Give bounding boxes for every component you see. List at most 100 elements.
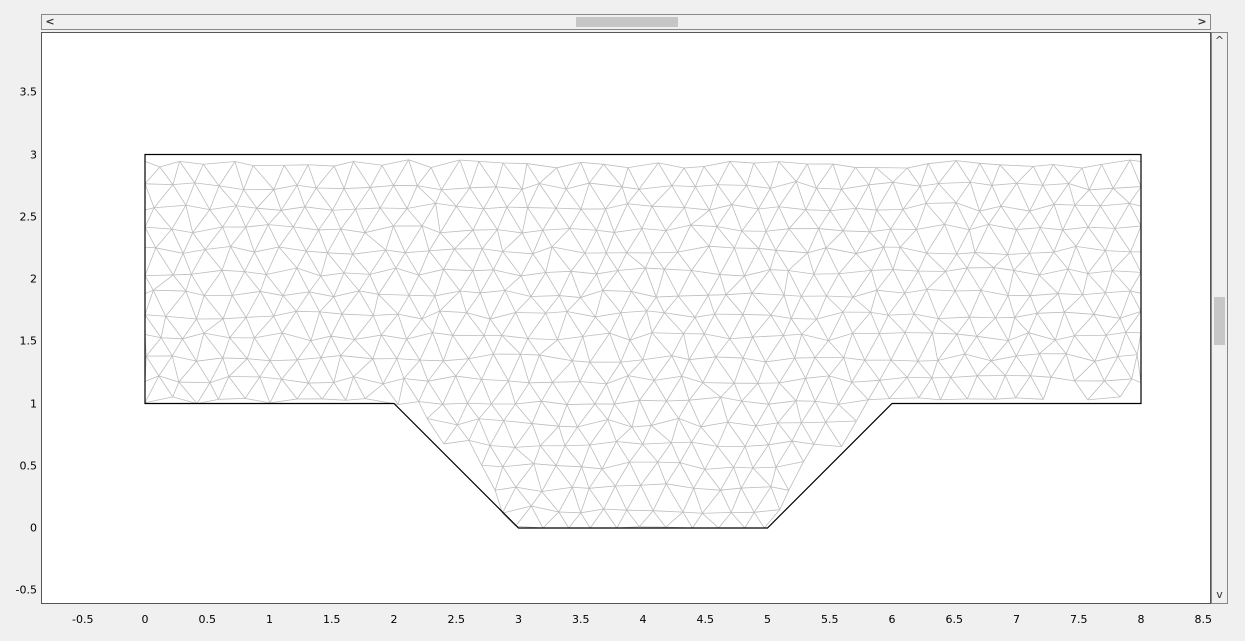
- mesh-edge: [640, 483, 667, 486]
- scroll-left-button[interactable]: <: [45, 15, 55, 28]
- mesh-edge: [533, 463, 557, 466]
- mesh-edge: [421, 295, 436, 320]
- mesh-edge: [867, 380, 880, 400]
- mesh-edge: [539, 354, 573, 362]
- mesh-edge: [515, 312, 529, 339]
- mesh-edge: [892, 269, 919, 272]
- mesh-edge: [468, 353, 494, 360]
- mesh-edge: [185, 205, 194, 233]
- mesh-edge: [640, 485, 654, 511]
- mesh-edge: [825, 247, 857, 254]
- mesh-edge: [620, 359, 643, 363]
- mesh-edge: [222, 226, 231, 247]
- mesh-edge: [770, 314, 792, 319]
- mesh-edge: [838, 270, 872, 275]
- mesh-edge: [245, 226, 255, 253]
- mesh-edge: [955, 290, 981, 292]
- mesh-edge: [681, 376, 690, 401]
- mesh-edge: [769, 161, 780, 189]
- mesh-edge: [596, 208, 606, 231]
- mesh-edge: [507, 354, 521, 382]
- mesh-edge: [855, 208, 871, 233]
- mesh-edge: [178, 381, 198, 404]
- mesh-edge: [791, 318, 817, 320]
- mesh-edge: [955, 202, 980, 212]
- mesh-edge: [273, 189, 282, 211]
- mesh-edge: [1037, 311, 1065, 314]
- mesh-edge: [542, 207, 557, 231]
- mesh-edge: [1016, 229, 1031, 254]
- mesh-edge: [482, 248, 503, 252]
- mesh-edge: [639, 399, 667, 402]
- vertical-scrollbar[interactable]: ^ v: [1211, 32, 1228, 604]
- mesh-edge: [172, 161, 180, 185]
- mesh-edge: [665, 483, 684, 513]
- mesh-edge: [955, 160, 971, 183]
- mesh-edge: [209, 185, 220, 210]
- mesh-edge: [192, 226, 223, 234]
- mesh-edge: [770, 314, 784, 336]
- mesh-edge: [552, 381, 580, 383]
- mesh-edge: [223, 316, 247, 320]
- mesh-edge: [1016, 353, 1040, 357]
- mesh-edge: [627, 203, 643, 229]
- vertical-scroll-thumb[interactable]: [1214, 297, 1225, 345]
- mesh-edge: [1052, 164, 1083, 169]
- mesh-edge: [899, 229, 917, 248]
- mesh-edge: [855, 253, 872, 271]
- mesh-edge: [443, 424, 458, 445]
- mesh-edge: [627, 359, 644, 376]
- mesh-edge: [370, 185, 394, 188]
- mesh-edge: [481, 379, 492, 405]
- horizontal-scrollbar[interactable]: < >: [41, 14, 1211, 30]
- mesh-edge: [532, 246, 553, 255]
- mesh-edge: [308, 164, 335, 167]
- scroll-right-button[interactable]: >: [1197, 15, 1207, 28]
- mesh-edge: [733, 466, 753, 469]
- mesh-edge: [708, 294, 726, 296]
- mesh-edge: [333, 272, 345, 297]
- x-tick-label: 2: [390, 613, 398, 626]
- mesh-edge: [341, 290, 360, 315]
- horizontal-scroll-thumb[interactable]: [576, 17, 678, 27]
- mesh-edge: [315, 187, 333, 211]
- mesh-edge: [890, 209, 904, 230]
- mesh-edge: [584, 230, 597, 254]
- mesh-edge: [904, 289, 927, 294]
- mesh-edge: [502, 251, 533, 255]
- mesh-edge: [385, 249, 406, 254]
- mesh-edge: [671, 355, 690, 360]
- mesh-plot-area[interactable]: [41, 32, 1211, 604]
- mesh-edge: [455, 375, 468, 404]
- mesh-edge: [203, 332, 230, 339]
- y-tick-label: 0.5: [19, 459, 38, 473]
- mesh-edge: [1101, 159, 1131, 165]
- y-tick-label: 3: [30, 148, 37, 161]
- mesh-edge: [468, 439, 491, 446]
- mesh-edge: [1082, 292, 1106, 296]
- mesh-edge: [1066, 353, 1095, 362]
- mesh-edge: [709, 204, 732, 211]
- mesh-edge: [841, 184, 869, 190]
- mesh-edge: [353, 358, 374, 378]
- mesh-edge: [403, 378, 419, 402]
- mesh-edge: [1105, 250, 1131, 253]
- mesh-edge: [222, 357, 248, 360]
- mesh-edge: [753, 512, 765, 529]
- mesh-edge: [353, 161, 383, 166]
- scroll-up-button[interactable]: ^: [1214, 34, 1225, 47]
- mesh-edge: [572, 360, 590, 363]
- mesh-edge: [744, 269, 771, 277]
- scroll-down-button[interactable]: v: [1216, 588, 1223, 601]
- mesh-edge: [1062, 229, 1077, 247]
- mesh-edge: [1112, 270, 1131, 292]
- mesh-edge: [653, 380, 667, 402]
- mesh-edge: [603, 163, 629, 169]
- mesh-edge: [876, 289, 905, 294]
- mesh-edge: [916, 229, 927, 254]
- mesh-edge: [217, 376, 230, 400]
- mesh-edge: [991, 355, 1017, 362]
- mesh-edge: [852, 311, 871, 334]
- mesh-edge: [974, 224, 990, 253]
- mesh-edge: [727, 421, 746, 447]
